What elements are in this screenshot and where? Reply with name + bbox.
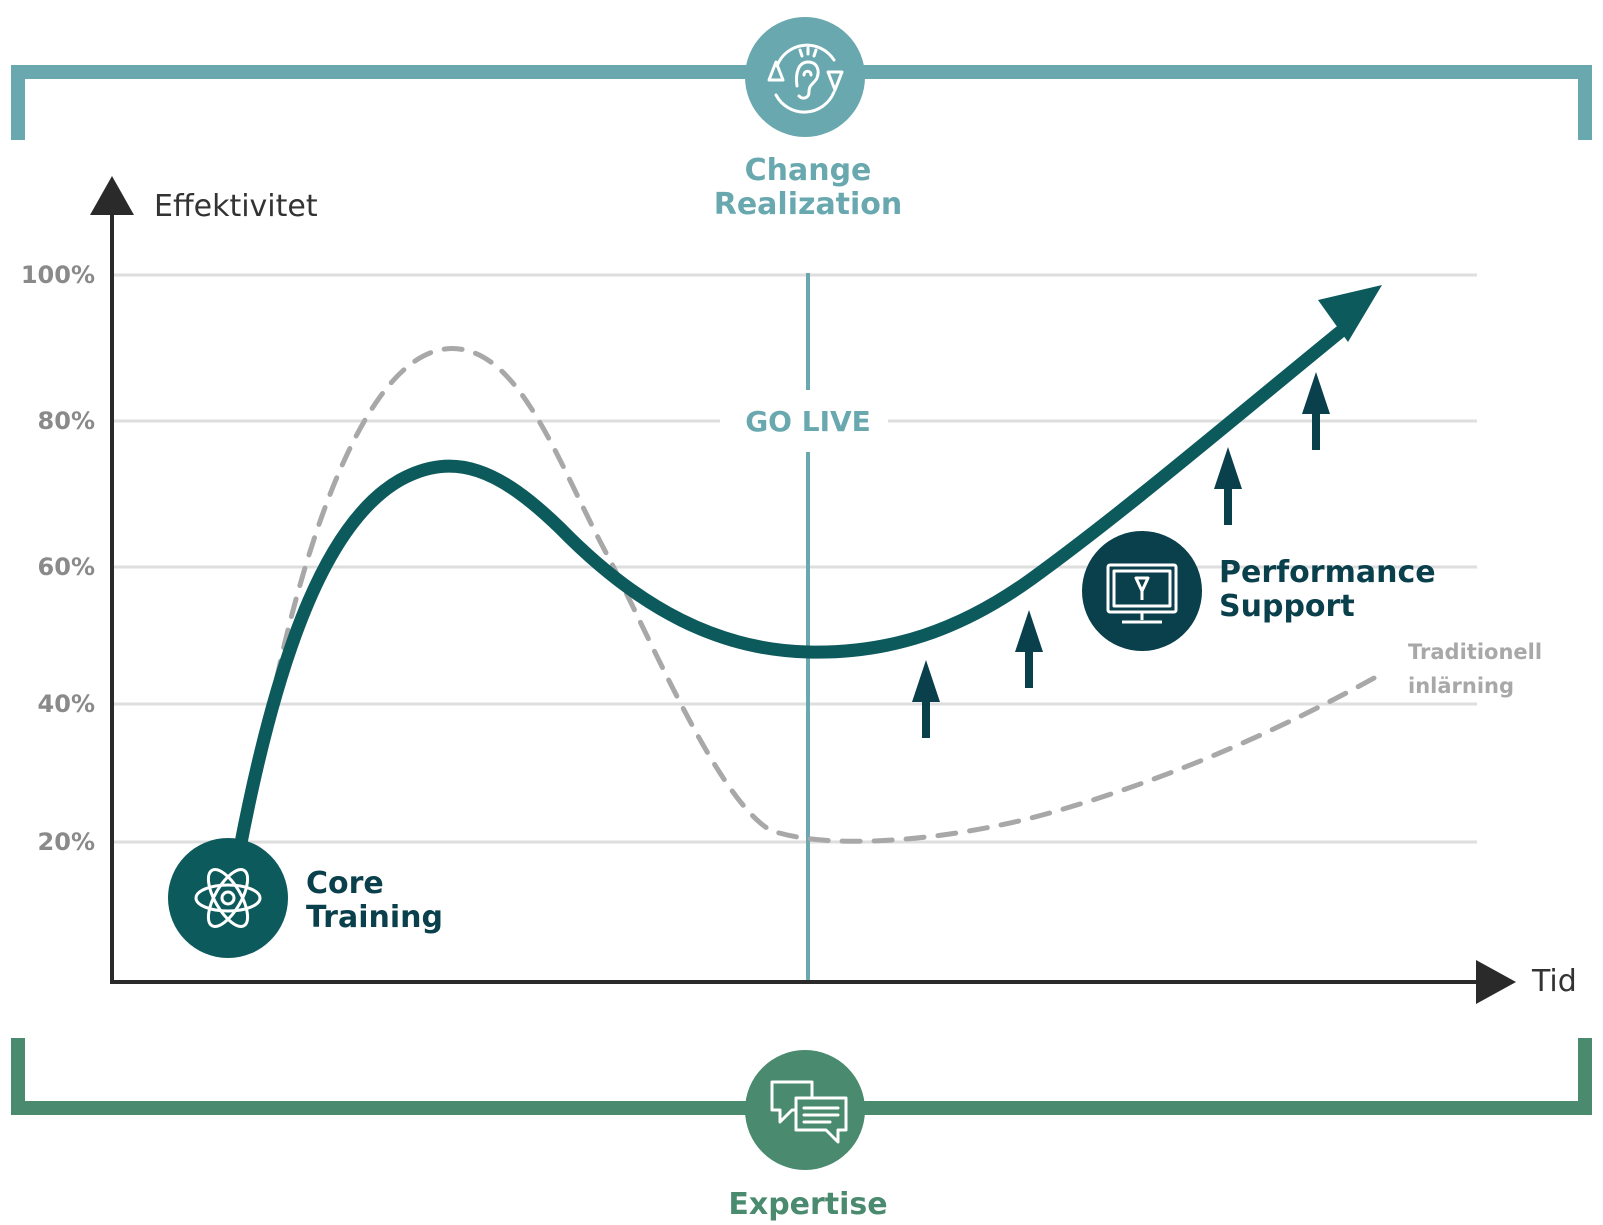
up-arrow-2	[1015, 610, 1043, 688]
performance-support-label-line1: Performance	[1219, 555, 1436, 590]
y-tick-40: 40%	[38, 690, 95, 718]
performance-support-label-line2: Support	[1219, 589, 1355, 624]
traditional-label-line1: Traditionell	[1408, 640, 1542, 664]
y-tick-60: 60%	[38, 553, 95, 581]
performance-support-node: Performance Support	[1082, 531, 1436, 651]
core-training-node: Core Training	[168, 838, 443, 958]
chat-bubbles-icon	[770, 1080, 848, 1144]
core-training-badge	[168, 838, 288, 958]
change-realization-badge	[745, 17, 865, 137]
x-axis-arrowhead	[1476, 960, 1516, 1004]
monitor-icon	[1106, 563, 1178, 624]
traditional-learning-curve	[267, 346, 1388, 844]
axes: Effektivitet Tid	[90, 176, 1577, 1004]
atom-icon	[194, 868, 262, 928]
x-axis-label: Tid	[1531, 964, 1577, 999]
go-live-marker: GO LIVE	[745, 273, 871, 982]
bottom-bracket: Expertise	[11, 1038, 1592, 1222]
top-bracket: Change Realization	[11, 17, 1592, 222]
up-arrow-3	[1214, 447, 1242, 525]
up-arrow-4	[1302, 372, 1330, 450]
up-arrow-1	[912, 660, 940, 738]
y-tick-labels: 100% 80% 60% 40% 20%	[21, 261, 95, 856]
expertise-label: Expertise	[728, 1187, 887, 1222]
go-live-label: GO LIVE	[745, 405, 871, 438]
main-efficiency-curve	[233, 325, 1347, 855]
upward-arrows	[912, 372, 1330, 738]
core-training-label-line1: Core	[306, 866, 384, 901]
y-tick-80: 80%	[38, 407, 95, 435]
y-axis-label: Effektivitet	[154, 189, 318, 224]
y-tick-20: 20%	[38, 828, 95, 856]
core-training-label-line2: Training	[306, 900, 443, 935]
change-realization-label-line2: Realization	[714, 187, 903, 222]
ear-cycle-icon	[767, 43, 844, 114]
main-curve-arrowhead	[1318, 285, 1382, 342]
traditional-label-line2: inlärning	[1408, 674, 1514, 698]
y-tick-100: 100%	[21, 261, 95, 289]
gridlines	[110, 273, 1477, 844]
y-axis-arrowhead	[90, 176, 134, 215]
change-realization-label-line1: Change	[745, 153, 872, 188]
